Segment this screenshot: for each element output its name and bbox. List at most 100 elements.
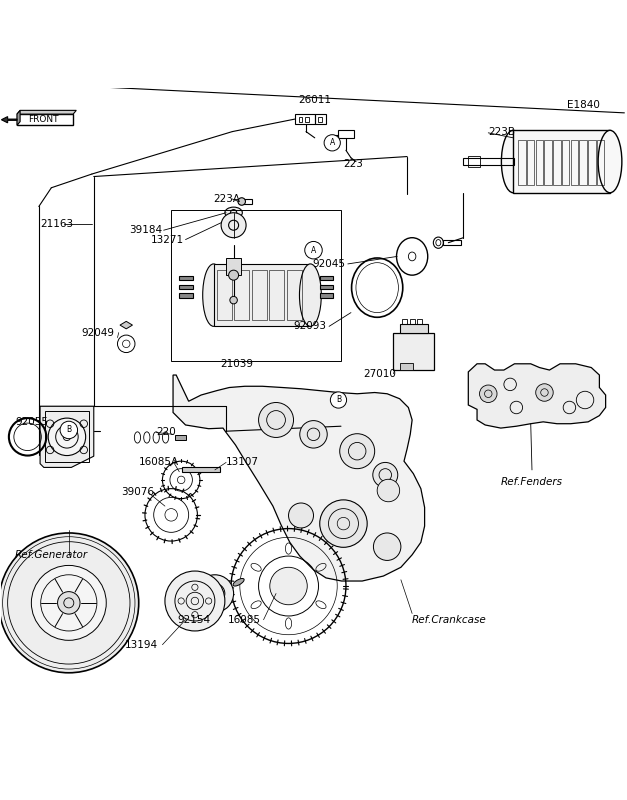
- Bar: [514, 130, 610, 193]
- Text: 223B: 223B: [488, 126, 515, 137]
- Ellipse shape: [203, 264, 224, 326]
- Text: 223A: 223A: [214, 194, 241, 204]
- Bar: [211, 589, 219, 598]
- Bar: [251, 270, 266, 320]
- Text: 92154: 92154: [177, 614, 211, 625]
- Bar: [305, 117, 308, 122]
- Circle shape: [374, 533, 401, 561]
- Bar: [402, 319, 407, 324]
- Circle shape: [229, 270, 239, 280]
- Bar: [45, 411, 89, 462]
- Bar: [234, 270, 249, 320]
- Circle shape: [480, 385, 497, 402]
- Bar: [393, 333, 434, 370]
- Polygon shape: [17, 114, 73, 126]
- Text: 92055: 92055: [15, 417, 48, 427]
- Bar: [217, 270, 232, 320]
- Bar: [535, 140, 543, 185]
- Polygon shape: [17, 110, 20, 126]
- Circle shape: [186, 592, 204, 610]
- Circle shape: [238, 198, 245, 206]
- Text: 16085: 16085: [228, 614, 260, 625]
- Bar: [320, 294, 334, 298]
- Bar: [339, 130, 354, 138]
- Text: B: B: [336, 395, 341, 405]
- Circle shape: [373, 462, 398, 487]
- Text: Ref.Crankcase: Ref.Crankcase: [412, 614, 487, 625]
- Circle shape: [230, 296, 238, 304]
- Bar: [315, 114, 326, 124]
- Text: 13107: 13107: [226, 458, 259, 467]
- Bar: [579, 140, 587, 185]
- Bar: [544, 140, 552, 185]
- Text: Ref.Generator: Ref.Generator: [15, 550, 88, 560]
- Bar: [519, 140, 525, 185]
- Bar: [295, 114, 315, 124]
- Bar: [175, 435, 186, 440]
- Text: 26011: 26011: [298, 95, 331, 106]
- Bar: [399, 324, 428, 333]
- Ellipse shape: [225, 207, 243, 218]
- Text: 21163: 21163: [40, 219, 73, 229]
- Ellipse shape: [300, 264, 321, 326]
- Circle shape: [60, 422, 78, 438]
- Circle shape: [320, 500, 367, 547]
- Polygon shape: [1, 117, 17, 123]
- Text: 39076: 39076: [121, 487, 154, 498]
- Circle shape: [196, 574, 234, 612]
- Text: 92049: 92049: [82, 327, 114, 338]
- Polygon shape: [468, 364, 606, 428]
- Bar: [179, 285, 193, 289]
- Circle shape: [305, 242, 322, 259]
- Bar: [463, 158, 515, 165]
- Text: 16085A: 16085A: [139, 458, 179, 467]
- Text: 223: 223: [344, 159, 363, 169]
- Bar: [269, 270, 284, 320]
- Bar: [409, 319, 414, 324]
- Circle shape: [165, 571, 225, 631]
- Bar: [239, 199, 252, 204]
- Bar: [597, 140, 604, 185]
- Circle shape: [340, 434, 375, 469]
- Circle shape: [58, 592, 80, 614]
- Circle shape: [221, 213, 246, 238]
- Text: 13194: 13194: [125, 640, 158, 650]
- Text: FRONT: FRONT: [29, 115, 59, 124]
- Circle shape: [535, 384, 553, 402]
- Polygon shape: [120, 322, 132, 329]
- Bar: [179, 276, 193, 280]
- Bar: [331, 134, 339, 138]
- Circle shape: [31, 566, 106, 640]
- Circle shape: [288, 503, 314, 528]
- Bar: [320, 285, 334, 289]
- Circle shape: [377, 479, 399, 502]
- Bar: [298, 117, 302, 122]
- Bar: [417, 319, 422, 324]
- Text: 39184: 39184: [129, 226, 162, 235]
- Text: 220: 220: [156, 427, 176, 438]
- Ellipse shape: [598, 130, 622, 193]
- Circle shape: [330, 392, 347, 408]
- Polygon shape: [173, 375, 424, 581]
- Text: E1840: E1840: [567, 100, 599, 110]
- Text: A: A: [311, 246, 316, 254]
- Bar: [320, 276, 334, 280]
- Bar: [179, 294, 193, 298]
- Circle shape: [324, 134, 340, 151]
- Circle shape: [300, 421, 327, 448]
- Text: Ref.Fenders: Ref.Fenders: [501, 478, 563, 487]
- Bar: [553, 140, 561, 185]
- Bar: [399, 362, 413, 370]
- Bar: [562, 140, 569, 185]
- Bar: [214, 264, 310, 326]
- Ellipse shape: [502, 130, 525, 193]
- Bar: [171, 210, 341, 362]
- Bar: [468, 156, 480, 167]
- Text: B: B: [66, 426, 71, 434]
- Text: 92045: 92045: [312, 259, 345, 269]
- Polygon shape: [17, 110, 76, 114]
- Text: 13271: 13271: [151, 234, 184, 245]
- Circle shape: [48, 418, 86, 455]
- Bar: [443, 240, 461, 245]
- Bar: [588, 140, 596, 185]
